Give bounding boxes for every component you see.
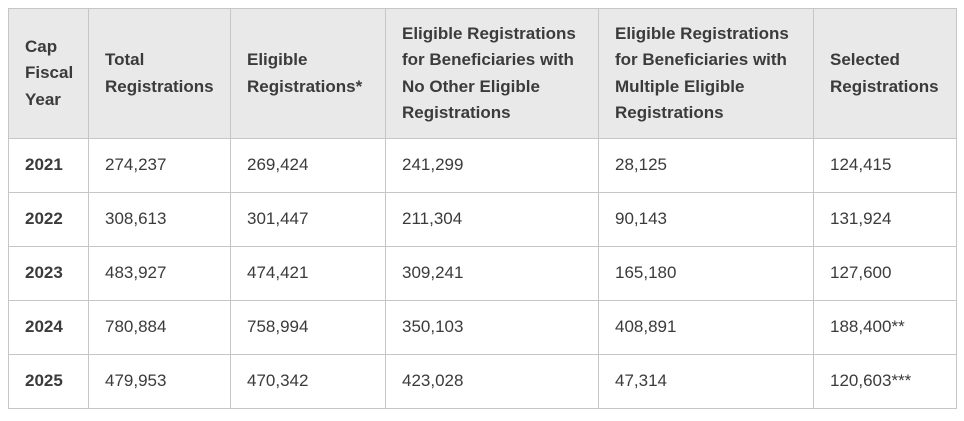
table-row-2022: 2022 308,613 301,447 211,304 90,143 131,… xyxy=(8,192,957,247)
cell-eligible-registrations: 758,994 xyxy=(230,300,386,355)
cell-year: 2022 xyxy=(8,192,89,247)
cell-eligible-multiple: 165,180 xyxy=(598,246,814,301)
table-row-2024: 2024 780,884 758,994 350,103 408,891 188… xyxy=(8,300,957,355)
cell-eligible-registrations: 474,421 xyxy=(230,246,386,301)
cell-eligible-no-other: 211,304 xyxy=(385,192,599,247)
cell-eligible-no-other: 423,028 xyxy=(385,354,599,409)
cell-total-registrations: 274,237 xyxy=(88,138,231,193)
cell-selected-registrations: 188,400** xyxy=(813,300,957,355)
cell-eligible-multiple: 90,143 xyxy=(598,192,814,247)
header-selected-registrations: Selected Registrations xyxy=(813,8,957,139)
cell-eligible-registrations: 269,424 xyxy=(230,138,386,193)
table-row-2021: 2021 274,237 269,424 241,299 28,125 124,… xyxy=(8,138,957,193)
cell-total-registrations: 308,613 xyxy=(88,192,231,247)
header-cap-fiscal-year: Cap Fiscal Year xyxy=(8,8,89,139)
registration-table-container: Cap Fiscal Year Total Registrations Elig… xyxy=(8,8,957,409)
header-eligible-no-other: Eligible Registrations for Beneficiaries… xyxy=(385,8,599,139)
table-header: Cap Fiscal Year Total Registrations Elig… xyxy=(8,8,957,139)
cell-eligible-registrations: 470,342 xyxy=(230,354,386,409)
cell-selected-registrations: 124,415 xyxy=(813,138,957,193)
cell-eligible-no-other: 350,103 xyxy=(385,300,599,355)
cell-eligible-no-other: 309,241 xyxy=(385,246,599,301)
header-row: Cap Fiscal Year Total Registrations Elig… xyxy=(8,8,957,139)
cell-year: 2024 xyxy=(8,300,89,355)
cap-registrations-table: Cap Fiscal Year Total Registrations Elig… xyxy=(8,8,957,409)
cell-eligible-no-other: 241,299 xyxy=(385,138,599,193)
cell-total-registrations: 780,884 xyxy=(88,300,231,355)
cell-eligible-multiple: 28,125 xyxy=(598,138,814,193)
table-row-2023: 2023 483,927 474,421 309,241 165,180 127… xyxy=(8,246,957,301)
cell-total-registrations: 479,953 xyxy=(88,354,231,409)
header-eligible-multiple: Eligible Registrations for Beneficiaries… xyxy=(598,8,814,139)
cell-eligible-registrations: 301,447 xyxy=(230,192,386,247)
cell-year: 2021 xyxy=(8,138,89,193)
header-total-registrations: Total Registrations xyxy=(88,8,231,139)
header-eligible-registrations: Eligible Registrations* xyxy=(230,8,386,139)
cell-eligible-multiple: 408,891 xyxy=(598,300,814,355)
cell-selected-registrations: 120,603*** xyxy=(813,354,957,409)
table-row-2025: 2025 479,953 470,342 423,028 47,314 120,… xyxy=(8,354,957,409)
table-body: 2021 274,237 269,424 241,299 28,125 124,… xyxy=(8,138,957,409)
cell-selected-registrations: 131,924 xyxy=(813,192,957,247)
cell-eligible-multiple: 47,314 xyxy=(598,354,814,409)
cell-selected-registrations: 127,600 xyxy=(813,246,957,301)
cell-total-registrations: 483,927 xyxy=(88,246,231,301)
cell-year: 2025 xyxy=(8,354,89,409)
cell-year: 2023 xyxy=(8,246,89,301)
